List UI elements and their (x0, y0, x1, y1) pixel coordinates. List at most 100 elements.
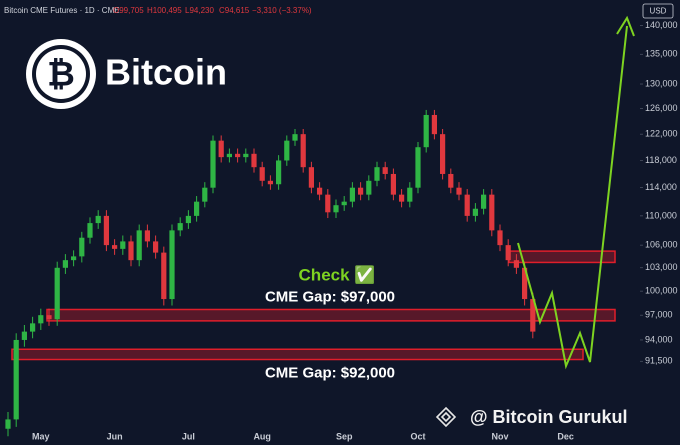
candle-body (276, 160, 282, 185)
candle-body (202, 187, 208, 202)
y-tick-label: 94,000 (645, 334, 673, 344)
ohlc-open: O99,705 (113, 6, 144, 15)
candle-body (243, 153, 249, 158)
gap-label: CME Gap: $97,000 (265, 288, 395, 305)
candle-body (448, 173, 454, 188)
candle-body (358, 187, 364, 195)
y-tick-label: 114,000 (645, 182, 677, 192)
candle-body (226, 153, 232, 158)
candle-body (259, 167, 265, 181)
annotation: Check ✅ (299, 264, 376, 284)
candle-body (13, 339, 19, 420)
candle-body (440, 134, 446, 174)
x-tick-label: Dec (557, 431, 574, 441)
ohlc-low: L94,230 (185, 6, 214, 15)
candle-body (194, 201, 200, 216)
candle-body (374, 167, 380, 181)
candle-body (177, 223, 183, 231)
candle-body (481, 194, 487, 209)
gap-label: CME Gap: $92,000 (265, 364, 395, 381)
candle-body (300, 134, 306, 168)
x-tick-label: Aug (253, 431, 271, 441)
candle-body (30, 323, 36, 332)
y-tick-label: 100,000 (645, 285, 678, 295)
candle-body (497, 230, 503, 246)
y-tick-label: 103,000 (645, 262, 678, 272)
candle-body (366, 180, 372, 195)
candle-body (456, 187, 462, 195)
candle-body (349, 187, 355, 202)
candle-body (522, 267, 528, 300)
candle-body (415, 147, 421, 188)
candle-body (87, 223, 93, 238)
candle-body (333, 205, 339, 213)
x-tick-label: Oct (410, 431, 425, 441)
candle-body (431, 114, 437, 135)
chart-symbol: Bitcoin CME Futures · 1D · CME (4, 6, 120, 15)
labels: 140,000 135,000 130,000 126,000 122,000 118,0… (32, 20, 678, 441)
y-tick-label: 126,000 (645, 103, 678, 113)
candle-body (120, 241, 126, 249)
candle-body (210, 140, 216, 188)
candle-body (185, 215, 191, 224)
candle-body (341, 201, 347, 206)
candle-body (46, 315, 52, 320)
candle-body (103, 215, 109, 246)
candle-body (62, 260, 68, 268)
y-tick-label: 118,000 (645, 155, 677, 165)
candle-body (308, 167, 314, 188)
gap-zone (46, 308, 616, 322)
candle-body (464, 194, 470, 216)
y-tick-label: 97,000 (645, 310, 673, 320)
candles (5, 109, 536, 437)
y-tick-label: 130,000 (645, 78, 678, 88)
candle-body (144, 230, 150, 242)
candle-body (38, 315, 44, 324)
candle-body (423, 114, 429, 148)
candle-body (235, 153, 241, 158)
x-tick-label: May (32, 431, 50, 441)
candle-body (399, 194, 405, 202)
ohlc-change: −3,310 (−3.37%) (252, 6, 312, 15)
brand-name: Bitcoin (105, 52, 227, 93)
ohlc-close: C94,615 (219, 6, 250, 15)
y-tick-label: 122,000 (645, 129, 678, 139)
candle-body (513, 260, 519, 268)
candle-body (71, 256, 77, 261)
y-tick-label: 135,000 (645, 49, 678, 59)
x-tick-label: Nov (491, 431, 508, 441)
candle-body (407, 187, 413, 202)
candle-body (292, 134, 298, 141)
candle-body (95, 215, 101, 224)
y-tick-label: 106,000 (645, 239, 678, 249)
candle-body (489, 194, 495, 231)
watermark: @ Bitcoin Gurukul (470, 407, 628, 427)
x-tick-label: Sep (336, 431, 353, 441)
candle-body (79, 237, 85, 257)
gap-zone (508, 250, 616, 264)
brand-logo: ₿ (26, 39, 96, 109)
candle-body (251, 153, 257, 168)
candle-body (530, 299, 536, 332)
candle-body (390, 173, 396, 195)
y-tick-label: 110,000 (645, 210, 677, 220)
gap-zone (11, 348, 584, 361)
x-tick-label: Jun (107, 431, 123, 441)
y-tick-label: 91,500 (645, 356, 673, 366)
candle-body (267, 180, 273, 185)
candle-body (317, 187, 323, 195)
projection-arrowhead (616, 15, 635, 37)
projection-arrow (517, 25, 628, 370)
candle-body (136, 230, 142, 261)
y-tick-label: 140,000 (645, 20, 678, 30)
candle-body (112, 245, 118, 249)
candle-body (325, 194, 331, 213)
candle-body (169, 230, 175, 300)
candle-body (54, 267, 60, 320)
candle-body (218, 140, 224, 158)
x-tick-label: Jul (182, 431, 195, 441)
currency-label: USD (650, 7, 667, 16)
